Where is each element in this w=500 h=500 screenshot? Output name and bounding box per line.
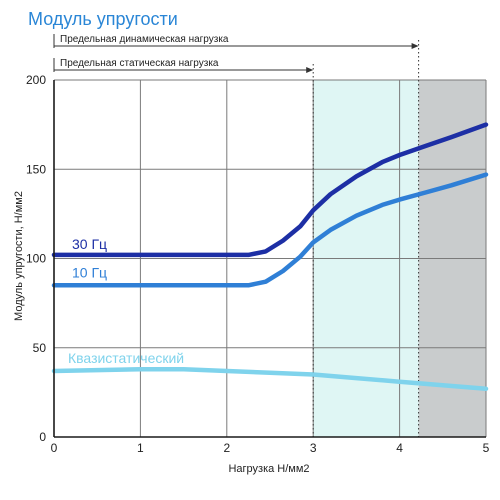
- series-label-1: 10 Гц: [72, 264, 107, 280]
- grid-lines: [54, 79, 487, 437]
- x-tick-label-1: 1: [137, 441, 144, 455]
- limit-arrowhead-1: [411, 43, 419, 49]
- x-tick-label-2: 2: [223, 441, 230, 455]
- y-tick-label-2: 100: [26, 252, 46, 266]
- x-tick-label-4: 4: [396, 441, 403, 455]
- load-limits: Предельная статическая нагрузка Предельна…: [53, 34, 420, 437]
- series-label-2: Квазистатический: [68, 350, 184, 366]
- axes: [53, 80, 486, 438]
- series-line-0: [51, 122, 489, 258]
- limit-label-0: Предельная статическая нагрузка: [60, 58, 219, 69]
- series-line-1: [51, 172, 489, 288]
- series-lines: [51, 122, 489, 392]
- y-tick-label-0: 0: [39, 430, 46, 444]
- y-tick-label-3: 150: [26, 162, 46, 176]
- chart-title: Модуль упругости: [28, 9, 178, 29]
- limit-label-1: Предельная динамическая нагрузка: [60, 34, 229, 45]
- limit-arrowhead-0: [306, 67, 314, 73]
- y-tick-label-1: 50: [33, 341, 47, 355]
- x-tick-label-0: 0: [51, 441, 58, 455]
- x-tick-label-3: 3: [310, 441, 317, 455]
- y-tick-label-4: 200: [26, 73, 46, 87]
- x-tick-label-5: 5: [483, 441, 490, 455]
- series-line-2: [51, 366, 489, 392]
- series-label-0: 30 Гц: [72, 236, 107, 252]
- series-labels: 30 Гц 10 Гц Квазистатический: [68, 236, 184, 366]
- x-axis-label: Нагрузка Н/мм2: [228, 463, 309, 475]
- y-axis-label: Модуль упругости, Н/мм2: [13, 191, 25, 321]
